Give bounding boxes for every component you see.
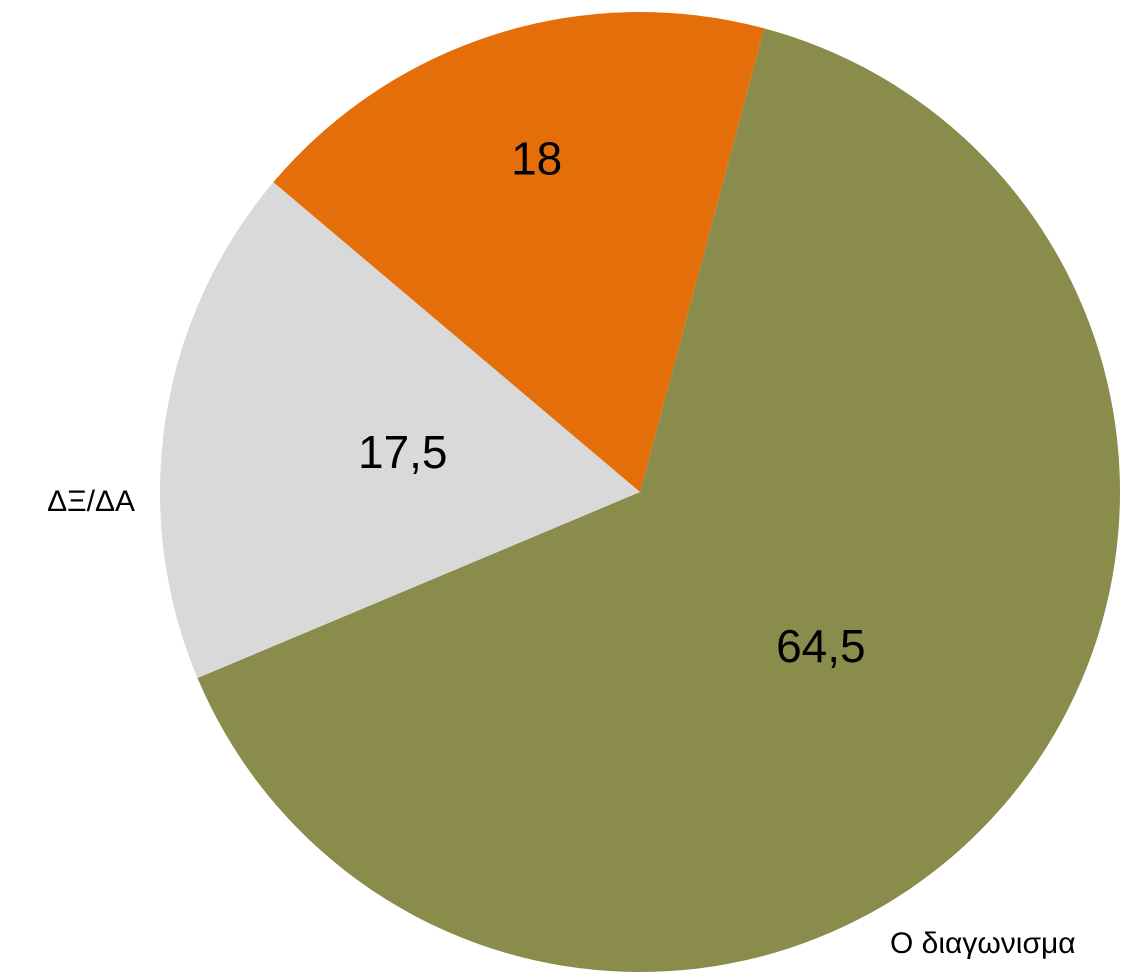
pie-slice: [160, 182, 640, 679]
value-label: 17,5: [358, 426, 448, 478]
pie-slice: [197, 28, 1120, 972]
category-label: ΔΞ/ΔΑ: [47, 485, 135, 518]
pie-slice: [273, 11, 765, 492]
value-label: 18: [511, 132, 562, 184]
value-label: 64,5: [776, 620, 866, 672]
category-label: Ο διαγωνισμα: [890, 927, 1076, 960]
